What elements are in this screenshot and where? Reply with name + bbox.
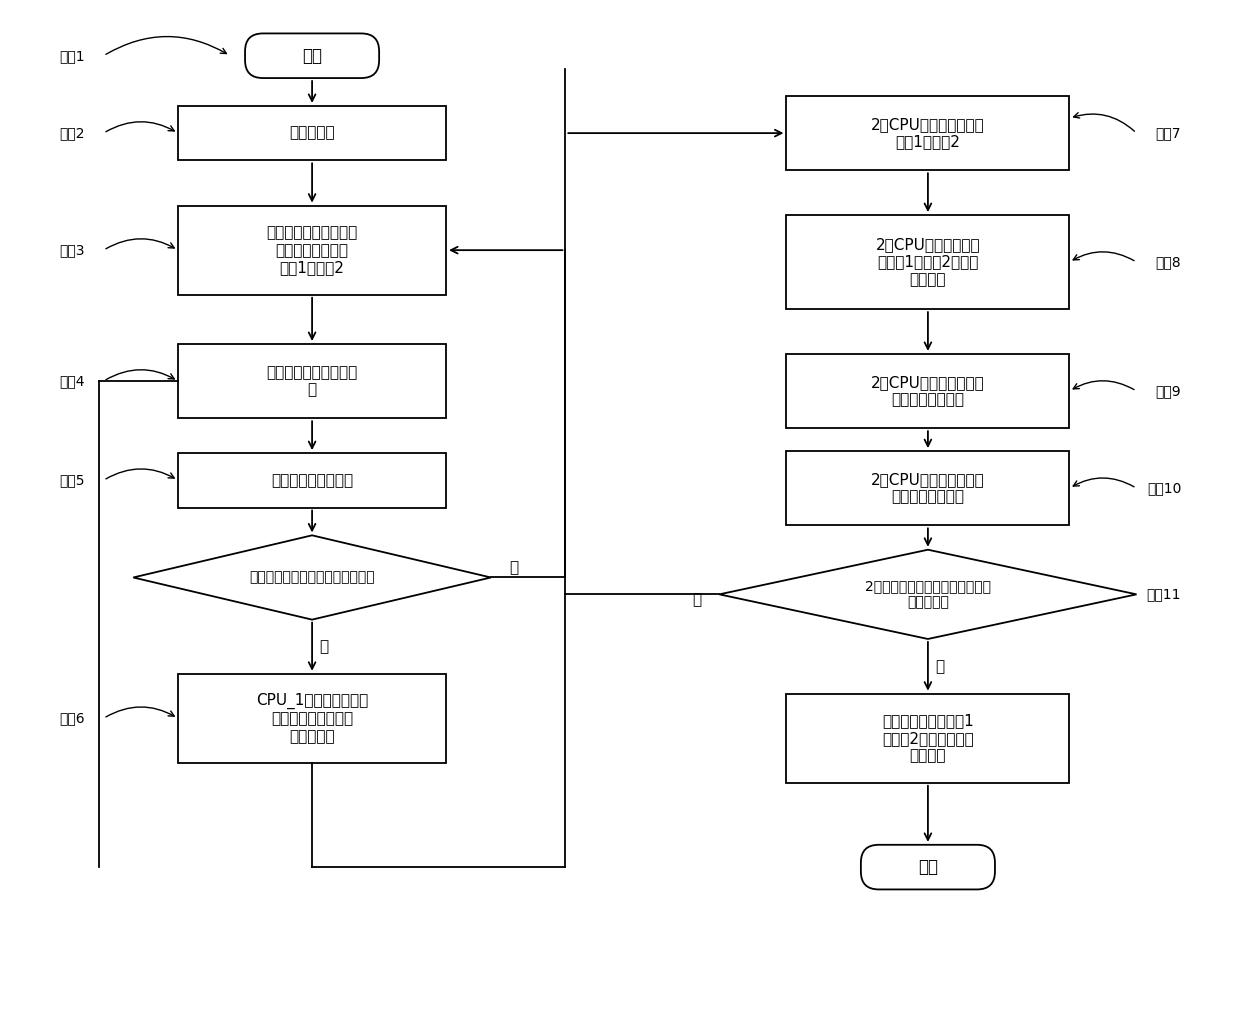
Text: 关闭模拟量输出开关1
和开关2，向主机发送
故障信息: 关闭模拟量输出开关1 和开关2，向主机发送 故障信息 <box>882 713 973 763</box>
Text: 模块初始化: 模块初始化 <box>289 125 335 141</box>
Text: 步骤3: 步骤3 <box>58 244 84 257</box>
Text: 2个回采模块采集到的输出状态与
命令一致？: 2个回采模块采集到的输出状态与 命令一致？ <box>866 579 991 610</box>
Text: 步骤6: 步骤6 <box>58 711 84 726</box>
Bar <box>786 354 1069 429</box>
Text: 否: 否 <box>508 560 518 575</box>
Text: 步骤11: 步骤11 <box>1147 587 1182 601</box>
Text: 步骤4: 步骤4 <box>58 374 84 389</box>
Text: 是: 是 <box>320 639 329 655</box>
Bar <box>179 106 446 160</box>
Text: 通过总线与主机通信: 通过总线与主机通信 <box>272 473 353 487</box>
Text: 步骤7: 步骤7 <box>1156 126 1182 140</box>
Text: 步骤8: 步骤8 <box>1156 255 1182 269</box>
Bar <box>179 453 446 508</box>
Text: 2个CPU通过回采模块
（采集1和采集2）采集
输出状态: 2个CPU通过回采模块 （采集1和采集2）采集 输出状态 <box>875 237 981 287</box>
Text: 步骤9: 步骤9 <box>1156 384 1182 398</box>
Bar <box>179 673 446 763</box>
Text: 设置命令为不输出，关
闭模拟量输出开关
开关1和开关2: 设置命令为不输出，关 闭模拟量输出开关 开关1和开关2 <box>267 225 357 276</box>
Bar <box>786 96 1069 171</box>
Text: 是: 是 <box>692 592 702 607</box>
Text: 步骤2: 步骤2 <box>58 126 84 140</box>
Bar <box>179 344 446 418</box>
Bar <box>786 451 1069 525</box>
Text: 步骤10: 步骤10 <box>1147 481 1182 495</box>
Text: 步骤5: 步骤5 <box>58 473 84 487</box>
Polygon shape <box>719 550 1137 639</box>
Bar <box>179 206 446 295</box>
Bar <box>786 215 1069 309</box>
Text: 开始: 开始 <box>303 46 322 65</box>
FancyBboxPatch shape <box>246 34 379 78</box>
FancyBboxPatch shape <box>861 845 994 889</box>
Text: 模块对自身状态进行自
检: 模块对自身状态进行自 检 <box>267 365 357 397</box>
Polygon shape <box>133 536 491 620</box>
Text: 2个CPU向对方互相发送
自己回采到的状态: 2个CPU向对方互相发送 自己回采到的状态 <box>870 375 985 407</box>
Text: CPU_1根据命令控制数
模转换模块输出电压
值、电流值: CPU_1根据命令控制数 模转换模块输出电压 值、电流值 <box>255 693 368 744</box>
Text: 否: 否 <box>935 659 945 673</box>
Text: 结束: 结束 <box>918 858 937 876</box>
Text: 根据命令判断自已是否为主模块？: 根据命令判断自已是否为主模块？ <box>249 571 374 585</box>
Text: 2个CPU打开模拟量输出
开关1和开关2: 2个CPU打开模拟量输出 开关1和开关2 <box>870 117 985 149</box>
Text: 步骤1: 步骤1 <box>58 48 84 63</box>
Text: 2个CPU回采到的输出状
态与命令进行比较: 2个CPU回采到的输出状 态与命令进行比较 <box>870 472 985 505</box>
Bar <box>786 694 1069 782</box>
